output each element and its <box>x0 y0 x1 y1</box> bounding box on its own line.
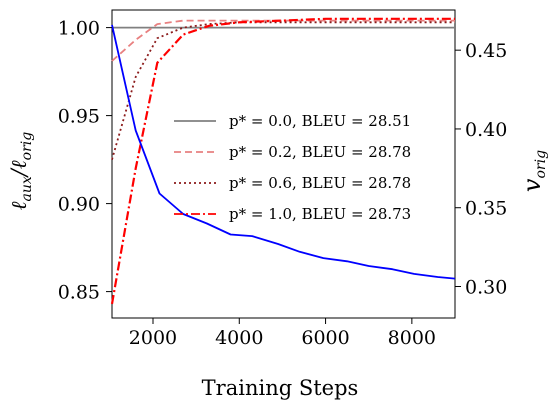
series-line-3 <box>110 17 455 305</box>
series-layer <box>110 17 456 305</box>
y-left-tick-label: 0.85 <box>58 282 100 304</box>
y-left-axis-title: ℓaux/ℓorig <box>7 132 35 210</box>
legend-entry-label: p* = 0.2, BLEU = 28.78 <box>229 143 411 161</box>
y-right-tick-label: 0.35 <box>465 198 507 220</box>
y-right-tick-label: 0.45 <box>465 40 507 62</box>
y-right-axis-ticks: 0.30 0.35 0.40 0.45 <box>455 40 507 298</box>
legend: p* = 0.0, BLEU = 28.51 p* = 0.2, BLEU = 2… <box>174 112 411 223</box>
x-tick-label: 6000 <box>301 327 349 349</box>
y-right-tick-label: 0.40 <box>465 119 507 141</box>
y-right-axis-title: vorig <box>518 150 549 192</box>
series-line-4 <box>111 24 456 280</box>
plot-frame <box>111 9 456 319</box>
plot-area <box>110 9 456 319</box>
y-left-tick-label: 0.95 <box>58 106 100 128</box>
legend-entry-label: p* = 0.6, BLEU = 28.78 <box>229 174 411 192</box>
x-axis-title: Training Steps <box>202 376 359 400</box>
y-right-tick-label: 0.30 <box>465 276 507 298</box>
x-tick-label: 4000 <box>215 327 263 349</box>
y-left-tick-label: 0.90 <box>58 194 100 216</box>
series-line-1 <box>111 19 455 62</box>
y-left-axis-ticks: 0.85 0.90 0.95 1.00 <box>58 18 112 304</box>
x-tick-label: 8000 <box>388 327 436 349</box>
x-tick-label: 2000 <box>129 327 177 349</box>
legend-entry-label: p* = 0.0, BLEU = 28.51 <box>229 112 411 130</box>
y-left-tick-label: 1.00 <box>58 18 100 40</box>
x-axis-ticks: 2000 4000 6000 8000 <box>129 318 436 349</box>
series-line-2 <box>111 21 455 160</box>
legend-entry-label: p* = 1.0, BLEU = 28.73 <box>229 205 411 223</box>
